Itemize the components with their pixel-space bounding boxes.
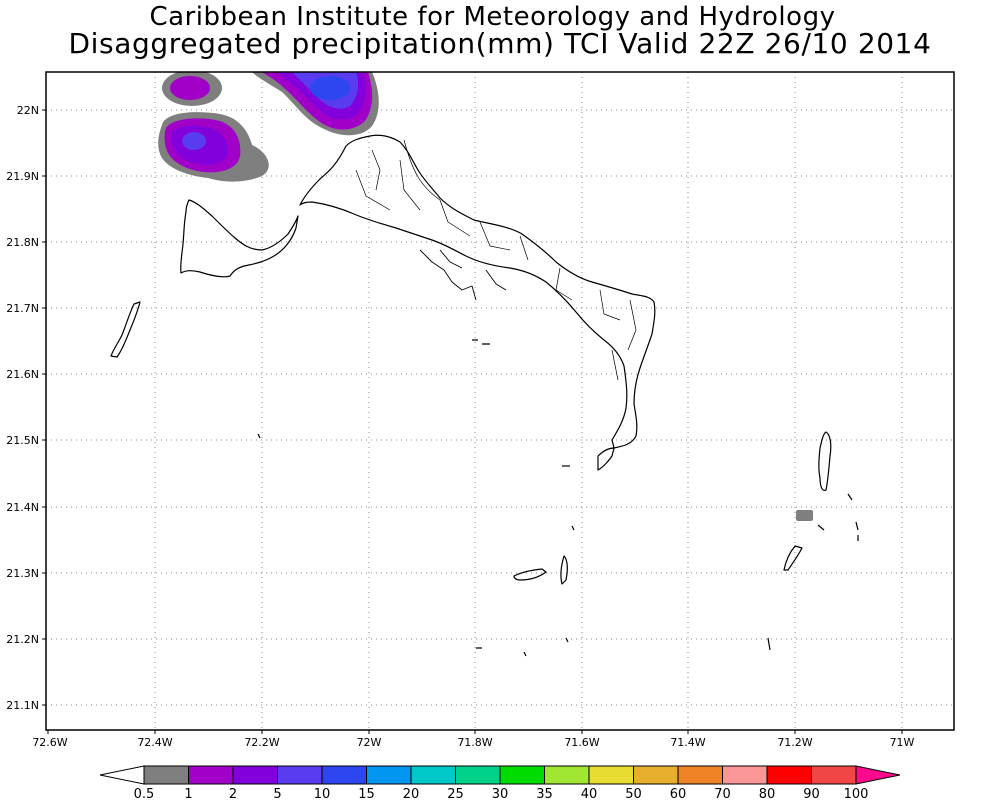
colorbar-label: 15 — [358, 787, 375, 800]
island-little-ambergris — [560, 555, 568, 585]
cay-grand-turk-small — [817, 493, 859, 541]
colorbar-label: 1 — [184, 787, 192, 800]
cay-west — [257, 433, 261, 439]
colorbar-label: 40 — [581, 787, 598, 800]
lat-label: 21.6N — [6, 368, 39, 381]
land-outlines — [110, 134, 859, 657]
lat-label: 21.5N — [6, 434, 39, 447]
colorbar-swatch — [811, 765, 857, 785]
colorbar-label: 90 — [803, 787, 820, 800]
island-providenciales — [180, 199, 299, 278]
colorbar-swatch — [633, 765, 679, 785]
tick-marks — [42, 109, 903, 734]
precip-cell-north-central — [252, 72, 379, 136]
colorbar-swatch — [277, 765, 323, 785]
precip-layer — [158, 72, 813, 521]
colorbar-label: 70 — [714, 787, 731, 800]
colorbar: 0.5 1 2 5 10 15 20 25 30 35 40 50 60 70 80 90 100 — [99, 765, 901, 800]
colorbar-swatch — [143, 765, 189, 785]
latitude-labels: 22N 21.9N 21.8N 21.7N 21.6N 21.5N 21.4N … — [6, 104, 39, 712]
precip-cell-northwest — [158, 112, 269, 182]
colorbar-label: 10 — [314, 787, 331, 800]
lon-label: 72.4W — [137, 736, 172, 749]
colorbar-swatch — [499, 765, 545, 785]
colorbar-swatch — [722, 765, 768, 785]
map-frame — [45, 71, 955, 731]
lon-label: 71.6W — [564, 736, 599, 749]
colorbar-label: 80 — [759, 787, 776, 800]
colorbar-label: 35 — [536, 787, 553, 800]
colorbar-label: 100 — [844, 787, 869, 800]
colorbar-over-arrow — [855, 765, 901, 785]
colorbar-label: 60 — [670, 787, 687, 800]
island-grand-turk — [818, 431, 832, 491]
colorbar-swatch — [321, 765, 367, 785]
colorbar-label: 2 — [229, 787, 237, 800]
lon-label: 72.6W — [32, 736, 67, 749]
island-west-caicos — [110, 301, 141, 358]
lat-label: 21.9N — [6, 170, 39, 183]
longitude-labels: 72.6W 72.4W 72.2W 72W 71.8W 71.6W 71.4W … — [32, 736, 914, 749]
precip-cell-east-small — [796, 510, 813, 521]
colorbar-swatch — [544, 765, 590, 785]
island-big-ambergris — [513, 568, 547, 581]
colorbar-swatch — [766, 765, 812, 785]
island-interior-boundaries — [355, 139, 637, 381]
title-line-1: Caribbean Institute for Meteorology and … — [149, 2, 836, 32]
island-mangrove-coast — [419, 249, 507, 301]
lat-label: 21.3N — [6, 567, 39, 580]
lat-label: 22N — [17, 104, 39, 117]
colorbar-label: 25 — [447, 787, 464, 800]
colorbar-label: 5 — [273, 787, 281, 800]
lat-label: 21.7N — [6, 302, 39, 315]
lon-label: 72W — [357, 736, 382, 749]
lat-label: 21.1N — [6, 699, 39, 712]
lat-label: 21.4N — [6, 501, 39, 514]
colorbar-swatch — [677, 765, 723, 785]
colorbar-swatch — [455, 765, 501, 785]
colorbar-swatch — [588, 765, 634, 785]
island-north-caicos — [299, 134, 656, 449]
title-line-2: Disaggregated precipitation(mm) TCI Vali… — [68, 27, 932, 60]
colorbar-swatch — [232, 765, 278, 785]
lat-label: 21.8N — [6, 236, 39, 249]
colorbar-label: 20 — [403, 787, 420, 800]
lon-label: 72.2W — [244, 736, 279, 749]
island-salt-cay — [783, 545, 803, 571]
colorbar-under-arrow — [99, 765, 145, 785]
lon-label: 71.2W — [777, 736, 812, 749]
lon-label: 71W — [890, 736, 915, 749]
lat-label: 21.2N — [6, 633, 39, 646]
precip-cell-northwest-small — [162, 72, 222, 106]
colorbar-swatch — [366, 765, 412, 785]
lon-label: 71.4W — [670, 736, 705, 749]
cay-mid — [472, 339, 490, 345]
cays-south — [476, 525, 771, 657]
colorbar-swatch — [410, 765, 456, 785]
island-east-caicos-tail — [597, 447, 615, 471]
colorbar-swatch — [188, 765, 234, 785]
colorbar-label: 30 — [492, 787, 509, 800]
lon-label: 71.8W — [457, 736, 492, 749]
colorbar-label: 0.5 — [134, 787, 155, 800]
colorbar-label: 50 — [625, 787, 642, 800]
